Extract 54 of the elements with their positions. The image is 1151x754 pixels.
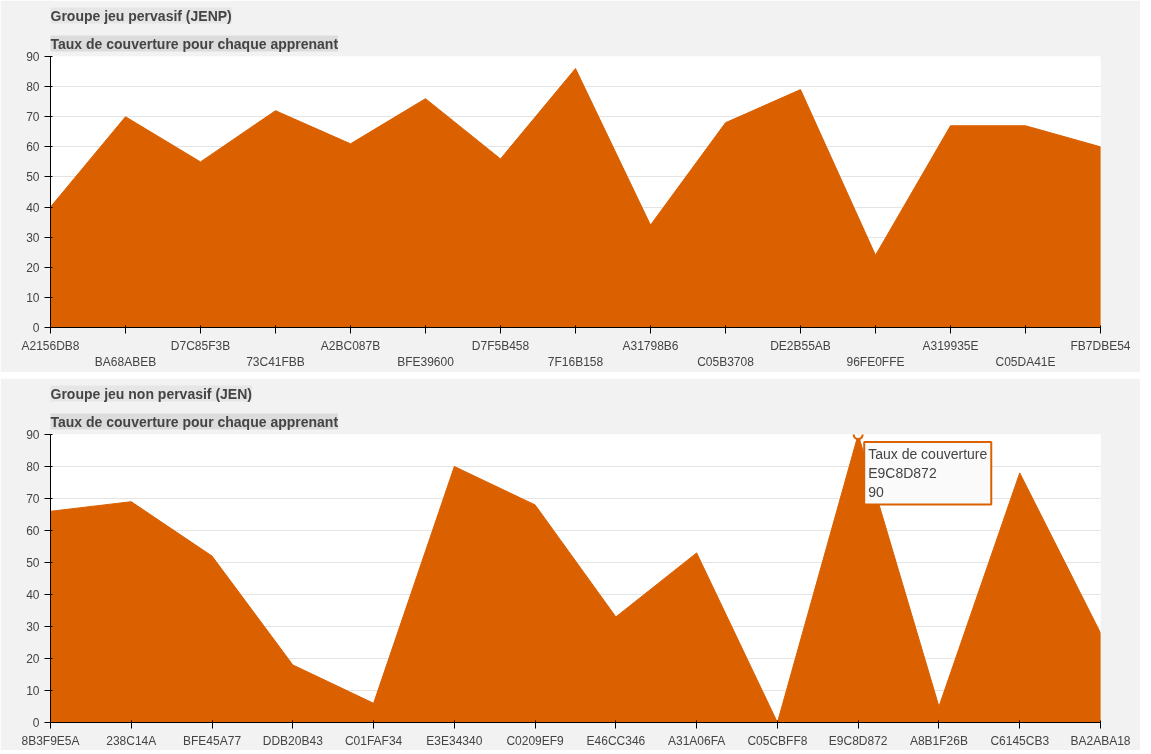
x-tick-label: BFE45A77 [183,733,242,748]
x-tick-label: C05B3708 [697,355,755,370]
y-tick-label: 80 [26,80,40,95]
x-tick-label: C6145CB3 [990,733,1050,748]
y-tick-label: 70 [26,110,40,125]
x-tick-label: 96FE0FFE [846,355,905,370]
y-tick-label: 60 [26,524,40,538]
y-tick-label: 30 [26,230,40,245]
x-tick-label: A8B1F26B [909,733,968,748]
y-tick-label: 10 [26,684,40,698]
x-tick-label: E3E34340 [426,733,483,748]
y-tick-label: 20 [26,260,40,275]
annotation: Taux de couverture E9C8D872 90 [868,446,988,501]
y-tick-label: 0 [32,716,40,730]
x-tick-label: BA68ABEB [94,355,157,370]
y-tick-label: 60 [26,140,40,155]
x-tick-label: FB7DBE54 [1070,338,1131,353]
chart-title: Groupe jeu pervasif (JENP) [50,7,232,24]
x-tick-label: A2156DB8 [21,338,80,353]
x-tick-label: DE2B55AB [770,338,831,353]
x-tick-label: C01FAF34 [344,733,403,748]
x-tick-label: A31798B6 [622,338,679,353]
x-tick-label: 8B3F9E5A [21,733,80,748]
y-tick-label: 90 [26,50,40,64]
x-tick-label: BA2ABA18 [1070,733,1131,748]
x-tick-label: A31A06FA [667,733,726,748]
x-tick-label: A319935E [922,338,979,353]
x-tick-label: E46CC346 [586,733,646,748]
y-tick-label: 30 [26,620,40,634]
x-tick-label: 7F16B158 [547,355,604,370]
y-tick-label: 40 [26,200,40,215]
y-tick-label: 70 [26,492,40,506]
y-tick-label: 40 [26,588,40,602]
x-tick-label: DDB20B43 [262,733,324,748]
x-tick-label: C05CBFF8 [747,733,808,748]
y-tick-label: 10 [26,290,40,305]
x-tick-label: A2BC087B [320,338,381,353]
x-tick-label: 73C41FBB [246,355,305,370]
chart-subtitle: Taux de couverture pour chaque apprenant [50,413,339,430]
x-tick-label: C0209EF9 [506,733,565,748]
x-tick-label: E9C8D872 [828,733,888,748]
chart-title: Groupe jeu non pervasif (JEN) [50,385,252,402]
x-tick-label: C05DA41E [995,355,1056,370]
x-tick-label: 238C14A [106,733,157,748]
y-tick-label: 50 [26,170,40,185]
y-tick-label: 0 [32,321,40,335]
chart-subtitle: Taux de couverture pour chaque apprenant [50,35,339,52]
y-tick-label: 90 [26,428,40,442]
y-tick-label: 20 [26,652,40,666]
x-tick-label: BFE39600 [397,355,455,370]
y-tick-label: 50 [26,556,40,570]
y-tick-label: 80 [26,460,40,474]
x-tick-label: D7C85F3B [170,338,231,353]
x-tick-label: D7F5B458 [471,338,530,353]
